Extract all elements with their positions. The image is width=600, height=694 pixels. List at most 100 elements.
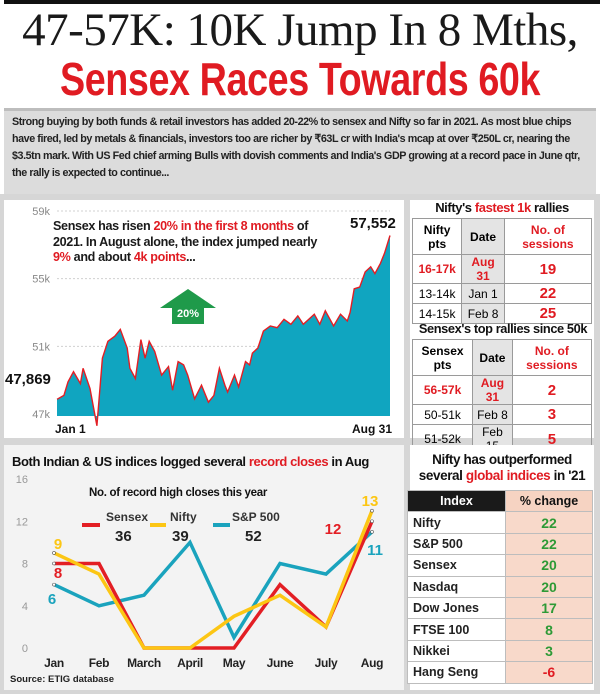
x-tick-label: Jan [44, 656, 64, 670]
sensex-note: Sensex has risen 20% in the first 8 mont… [53, 219, 333, 266]
percent-change: 17 [505, 596, 593, 620]
y-tick-label: 12 [16, 516, 28, 528]
data-point [370, 519, 374, 524]
note-highlight: 4k points [133, 250, 186, 264]
percent-change: 22 [505, 511, 593, 534]
data-label: 12 [325, 521, 342, 538]
data-point [370, 530, 374, 534]
up-arrow-icon: 20% [160, 289, 216, 324]
table-row: Sensex 20 [407, 554, 593, 577]
note-text: ... [185, 250, 196, 264]
table-row: Nifty 22 [407, 511, 593, 534]
y-tick-label: 51k [32, 341, 50, 353]
percent-change: -6 [505, 661, 593, 684]
y-tick-label: 8 [22, 559, 28, 571]
data-point [52, 551, 56, 555]
sensex-line [56, 235, 391, 426]
y-tick-label: 55k [32, 274, 50, 286]
percent-change: 22 [505, 532, 593, 556]
divider [0, 438, 600, 445]
divider [0, 194, 4, 694]
percent-change: 20 [505, 554, 593, 577]
table-row: Nasdaq 20 [407, 575, 593, 598]
col-header: Nifty pts [411, 218, 463, 255]
index-name: Hang Seng [407, 661, 506, 684]
legend-total: 52 [245, 528, 262, 545]
subheadline: Sensex Races Towards 60k [59, 53, 541, 105]
x-tick-label: July [315, 656, 338, 670]
table-row: 14-15k Feb 8 25 [411, 303, 593, 324]
data-label: 9 [54, 536, 62, 553]
index-name: Nifty [407, 511, 506, 534]
data-point [52, 582, 56, 587]
source-note: Source: ETIG database [10, 674, 114, 685]
table-row: S&P 500 22 [407, 532, 593, 556]
y-tick-label: 47k [32, 409, 50, 421]
record-closes-line-chart: Both Indian & US indices logged several … [4, 445, 404, 690]
percent-change: 3 [505, 639, 593, 663]
global-table-title: Nifty has outperformed several global in… [418, 452, 586, 483]
col-header: Sensex pts [411, 339, 474, 376]
col-header: Index [407, 489, 506, 513]
series-line-nifty [53, 510, 374, 650]
index-name: Nasdaq [407, 575, 506, 598]
legend-label: Sensex [106, 510, 148, 524]
x-tick-label: March [127, 656, 161, 670]
table-row: 56-57k Aug 31 2 [411, 375, 593, 405]
chart-title: Both Indian & US indices logged several … [12, 454, 369, 469]
divider [0, 194, 600, 200]
col-header: Date [461, 218, 505, 255]
index-name: Sensex [407, 554, 506, 577]
x-tick-label: May [223, 656, 246, 670]
table-row: 16-17k Aug 31 19 [411, 254, 593, 284]
index-name: S&P 500 [407, 532, 506, 556]
col-header: % change [505, 489, 593, 513]
intro-box [4, 108, 596, 194]
y-tick-label: 16 [16, 474, 28, 486]
index-name: FTSE 100 [407, 618, 506, 641]
arrow-label: 20% [177, 308, 199, 320]
data-label: 8 [54, 565, 62, 582]
note-highlight: 9% [53, 250, 71, 264]
data-label: 11 [367, 542, 383, 559]
note-text: of 2021. In August alone, the index jump… [53, 219, 318, 249]
y-tick-label: 4 [22, 601, 28, 613]
series-line-s-p-500 [53, 530, 374, 642]
divider [594, 194, 600, 694]
nifty-rallies-title: Nifty's fastest 1k rallies [435, 200, 569, 215]
table-row: Nikkei 3 [407, 639, 593, 663]
note-highlight: 20% in the first 8 months [153, 219, 294, 233]
index-name: Dow Jones [407, 596, 506, 620]
percent-change: 20 [505, 575, 593, 598]
x-tick-label: Feb [89, 656, 109, 670]
data-label: 13 [362, 493, 379, 510]
table-row: Hang Seng -6 [407, 661, 593, 684]
y-tick-label: 59k [32, 206, 50, 218]
sensex-rallies-title: Sensex's top rallies since 50k [418, 321, 588, 336]
y-tick-label: 0 [22, 643, 28, 655]
chart-subtitle: No. of record high closes this year [89, 487, 268, 499]
global-indices-table: Index% change Nifty 22 S&P 500 22 Sensex 20 Na… [407, 489, 593, 684]
legend-label: S&P 500 [232, 510, 280, 524]
x-end-label: Aug 31 [352, 422, 392, 436]
index-name: Nikkei [407, 639, 506, 663]
col-header: No. of sessions [511, 339, 593, 376]
percent-change: 8 [505, 618, 593, 641]
col-header: Date [472, 339, 513, 376]
legend-total: 39 [172, 528, 189, 545]
x-tick-label: April [177, 656, 203, 670]
headline: 47-57K: 10K Jump In 8 Mths, [22, 4, 578, 56]
divider [0, 690, 600, 694]
x-tick-label: Aug [361, 656, 383, 670]
end-value-label: 57,552 [350, 215, 396, 232]
intro-text: Strong buying by both funds & retail inv… [12, 116, 580, 179]
table-row: 13-14k Jan 1 22 [411, 283, 593, 304]
legend-total: 36 [115, 528, 132, 545]
x-tick-label: June [267, 656, 294, 670]
top-rule [4, 0, 600, 4]
legend-label: Nifty [170, 510, 197, 524]
nifty-rallies-table: Nifty pts Date No. of sessions 16-17k Aug 3… [411, 218, 593, 324]
sensex-rallies-table: Sensex pts Date No. of sessions 56-57k Aug … [411, 339, 593, 454]
